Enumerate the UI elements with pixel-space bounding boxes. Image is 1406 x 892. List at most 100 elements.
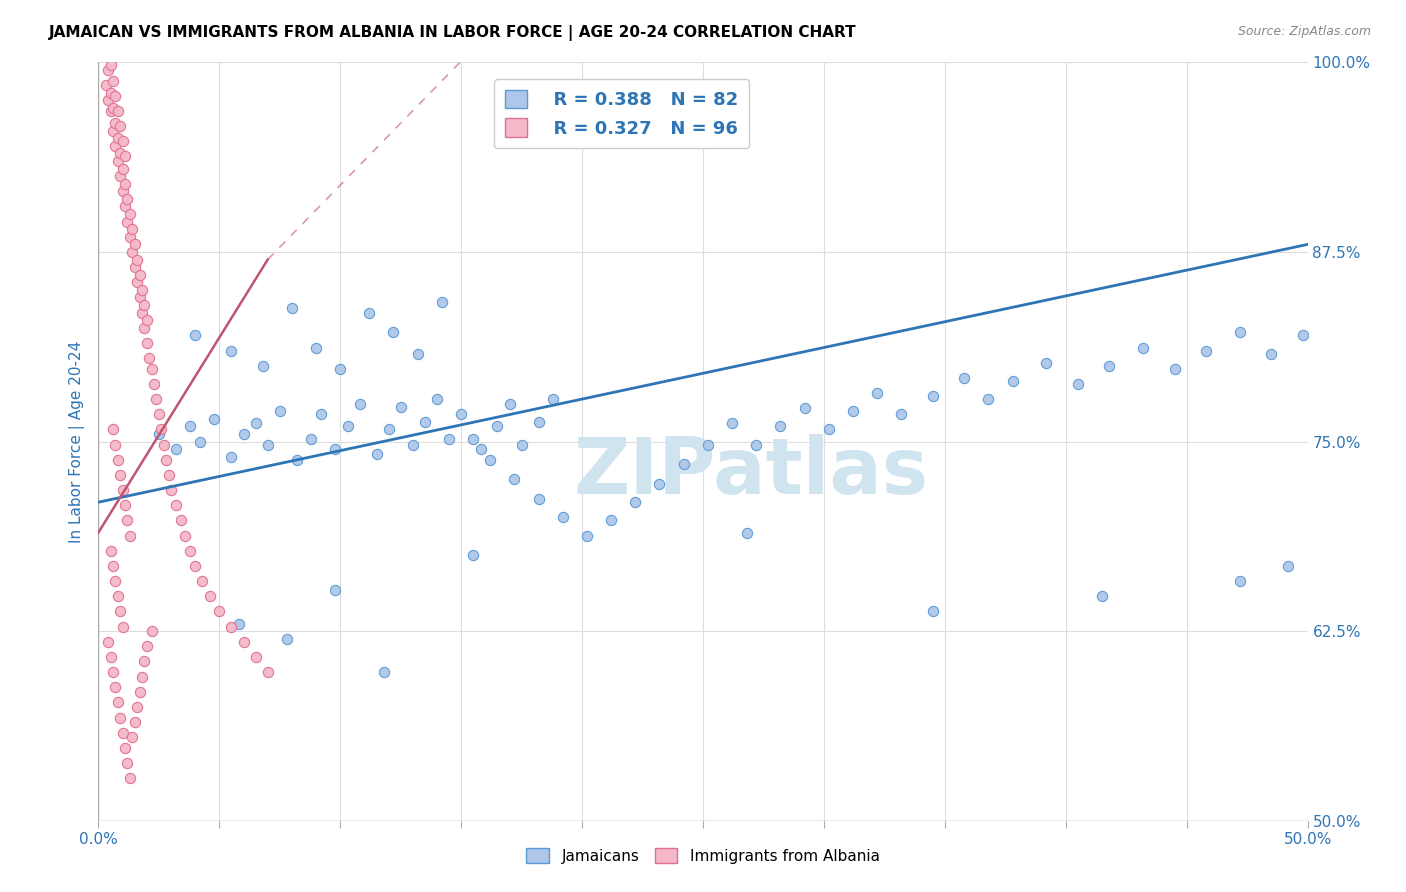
Point [285,452,308,467]
Point [232,634,254,648]
Point [121,244,143,259]
Point [111,483,134,497]
Point [1277,558,1299,573]
Point [309,407,332,421]
Point [124,237,146,252]
Point [179,543,201,558]
Point [118,229,141,244]
Point [131,669,153,683]
Point [148,407,170,421]
Point [101,101,124,115]
Point [118,528,141,542]
Point [305,341,328,355]
Point [121,730,143,744]
Point [184,328,207,343]
Point [138,351,160,365]
Point [498,396,520,410]
Point [188,434,211,449]
Point [94,78,117,93]
Point [793,401,815,416]
Point [100,103,122,118]
Point [299,432,322,446]
Point [510,437,533,451]
Point [221,450,243,464]
Point [101,665,124,679]
Point [157,467,180,482]
Point [165,498,187,512]
Point [486,419,509,434]
Point [143,376,166,391]
Point [124,260,146,274]
Point [527,415,550,429]
Point [141,361,163,376]
Point [527,492,550,507]
Point [256,437,278,451]
Point [198,589,221,603]
Point [114,149,136,163]
Point [470,442,492,456]
Point [745,437,768,451]
Point [359,306,381,320]
Point [107,131,129,145]
Point [389,400,412,414]
Point [104,88,127,103]
Point [165,442,187,456]
Point [117,756,139,770]
Point [134,298,156,312]
Point [169,513,191,527]
Point [503,472,526,486]
Point [107,452,129,467]
Point [184,558,207,573]
Point [100,649,122,664]
Point [921,604,943,618]
Point [245,649,267,664]
Point [366,447,388,461]
Point [107,153,129,168]
Point [1001,374,1024,388]
Legend: Jamaicans, Immigrants from Albania: Jamaicans, Immigrants from Albania [520,842,886,870]
Point [1260,346,1282,360]
Point [406,346,429,360]
Point [221,343,243,358]
Point [1091,589,1114,603]
Point [100,58,122,72]
Point [107,103,129,118]
Point [551,510,574,524]
Point [450,407,472,421]
Point [114,177,136,191]
Point [382,326,405,340]
Point [1195,343,1218,358]
Text: ZIPatlas: ZIPatlas [574,434,929,510]
Point [221,619,243,633]
Point [135,336,157,351]
Point [437,432,460,446]
Point [97,634,120,648]
Point [672,457,695,471]
Point [127,252,149,267]
Point [735,525,758,540]
Point [124,715,146,730]
Point [463,548,485,562]
Point [252,359,274,373]
Point [97,94,120,108]
Point [127,275,149,289]
Point [118,207,141,221]
Point [179,419,201,434]
Point [150,422,173,436]
Point [131,306,153,320]
Point [101,73,124,87]
Point [108,467,131,482]
Point [104,437,127,451]
Point [232,426,254,441]
Point [402,437,425,451]
Point [921,389,943,403]
Point [208,604,231,618]
Point [111,725,134,739]
Point [174,528,197,542]
Point [1067,376,1090,391]
Point [866,386,889,401]
Point [696,437,718,451]
Point [463,432,485,446]
Point [108,710,131,724]
Point [953,371,976,385]
